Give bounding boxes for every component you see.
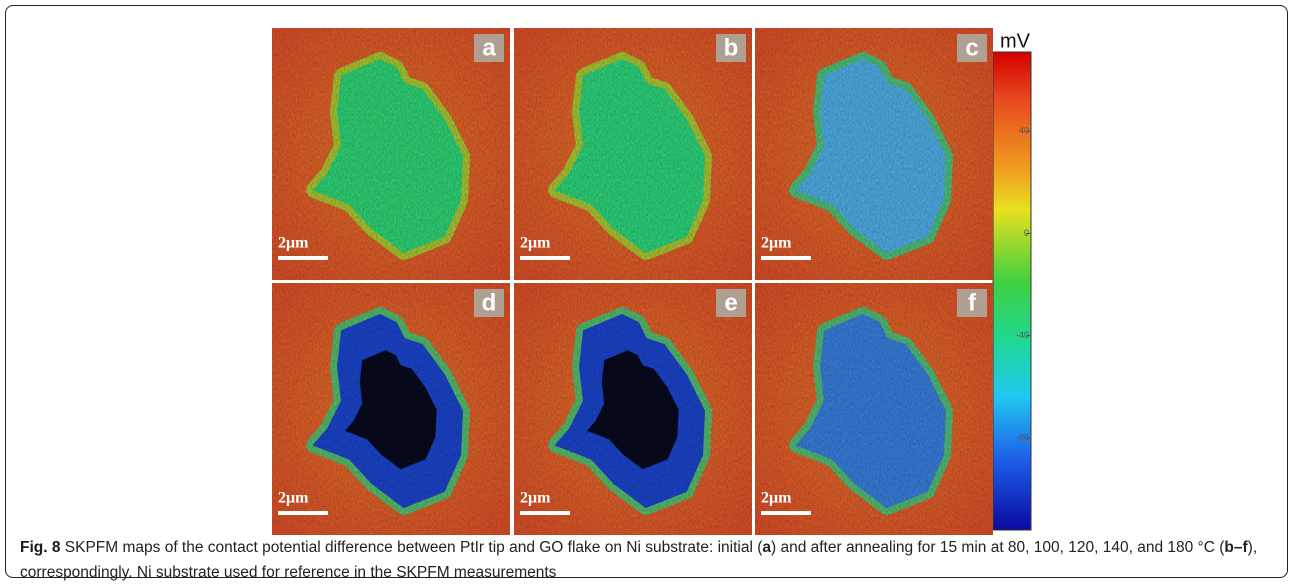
colorbar (993, 52, 1031, 530)
map-panel: e 2μm (514, 283, 752, 535)
scale-bar (761, 256, 811, 260)
colorbar-tick-label: 40 (1019, 126, 1029, 136)
scale-label: 2μm (761, 235, 792, 252)
figure: mV a 2μm b 2μm c 2μm d 2μm e 2μm f 2μm 40 0 -40 -80 (0, 0, 1295, 540)
map-panel: f 2μm (755, 283, 993, 535)
page: mV a 2μm b 2μm c 2μm d 2μm e 2μm f 2μm 40 0 -40 -80 Fig… (0, 0, 1295, 586)
scale-bar (761, 511, 811, 515)
colorbar-tick-label: 0 (1024, 228, 1029, 238)
caption-text: SKPFM maps of the contact potential diff… (60, 539, 762, 556)
colorbar-tick-label: -40 (1016, 330, 1029, 340)
scale-bar (520, 256, 570, 260)
caption-bold: b–f (1224, 539, 1247, 556)
colorbar-tick-label: -80 (1016, 432, 1029, 442)
colorbar-unit: mV (1000, 30, 1031, 52)
panel-label: b (724, 34, 739, 61)
panel-label: e (724, 289, 737, 316)
scale-bar (278, 511, 328, 515)
scale-label: 2μm (520, 235, 551, 252)
panel-label: c (965, 34, 978, 61)
scale-label: 2μm (520, 490, 551, 507)
scale-label: 2μm (278, 235, 309, 252)
panel-label: d (482, 289, 497, 316)
map-panel: a 2μm (272, 28, 510, 280)
caption-bold: a (762, 539, 771, 556)
map-panel: d 2μm (272, 283, 510, 535)
caption-text: ) and after annealing for 15 min at 80, … (771, 539, 1224, 556)
caption-label: Fig. 8 (20, 539, 60, 556)
panel-label: f (968, 289, 977, 316)
scale-bar (278, 256, 328, 260)
scale-bar (520, 511, 570, 515)
panel-label: a (482, 34, 496, 61)
caption: Fig. 8 SKPFM maps of the contact potenti… (20, 535, 1278, 585)
scale-label: 2μm (278, 490, 309, 507)
map-panel: b 2μm (514, 28, 752, 280)
scale-label: 2μm (761, 490, 792, 507)
map-panel: c 2μm (755, 28, 993, 280)
